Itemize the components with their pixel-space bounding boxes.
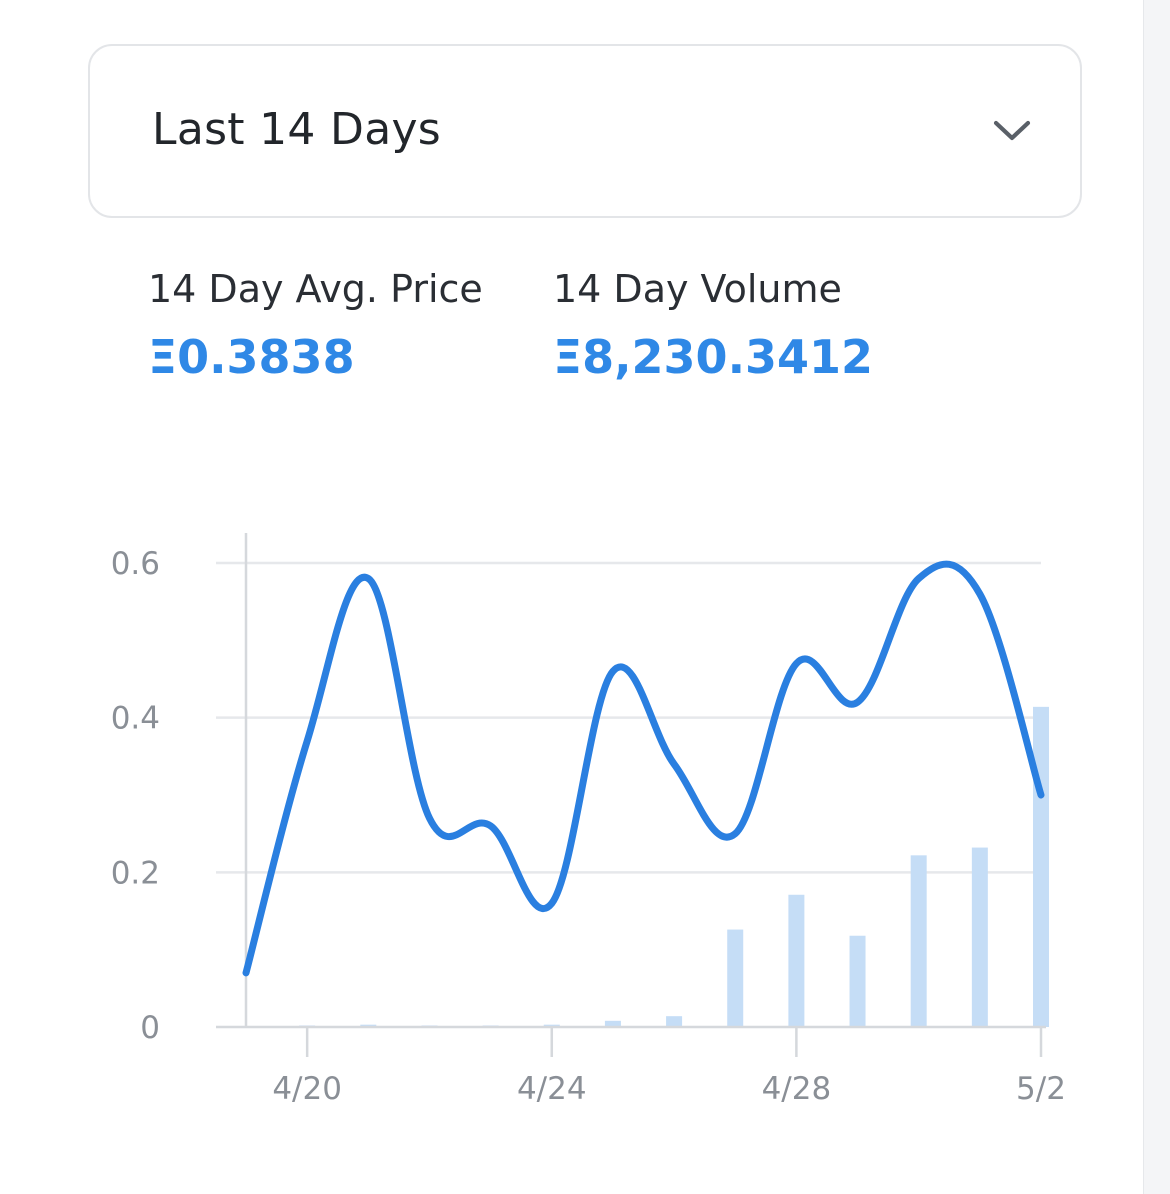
avg-price-value: Ξ0.3838 [148,330,355,384]
volume-bar [788,894,805,1027]
chevron-down-icon [993,120,1031,141]
volume-bar [971,847,988,1027]
volume-bar [849,935,866,1027]
y-tick-label: 0.4 [111,701,160,737]
price-line [242,560,1045,977]
chart-gridlines [216,561,1041,874]
y-tick-label: 0.2 [111,855,160,891]
x-tick-label: 4/20 [272,1071,342,1107]
period-dropdown[interactable]: Last 14 Days [88,44,1082,218]
scrollbar-track[interactable] [1143,0,1170,1194]
x-axis-tick-labels: 4/20 4/24 4/28 5/2 [272,1071,1066,1107]
y-tick-label: 0.6 [111,546,160,582]
y-axis-tick-labels: 0 0.2 0.4 0.6 [111,546,160,1046]
volume-bar [604,1020,621,1027]
chart-axes [216,533,1046,1057]
volume-label: 14 Day Volume [553,267,842,311]
volume-value: Ξ8,230.3412 [553,330,874,384]
volume-bar [1033,706,1049,1027]
x-tick-label: 4/28 [762,1071,832,1107]
price-line-layer [242,560,1045,977]
volume-bar [910,855,927,1027]
x-tick-label: 4/24 [517,1071,587,1107]
x-tick-label: 5/2 [1016,1071,1066,1107]
y-tick-label: 0 [140,1010,160,1046]
volume-bar [727,929,744,1027]
volume-bar [666,1016,683,1027]
avg-price-label: 14 Day Avg. Price [148,267,483,311]
period-dropdown-value: Last 14 Days [152,104,442,155]
